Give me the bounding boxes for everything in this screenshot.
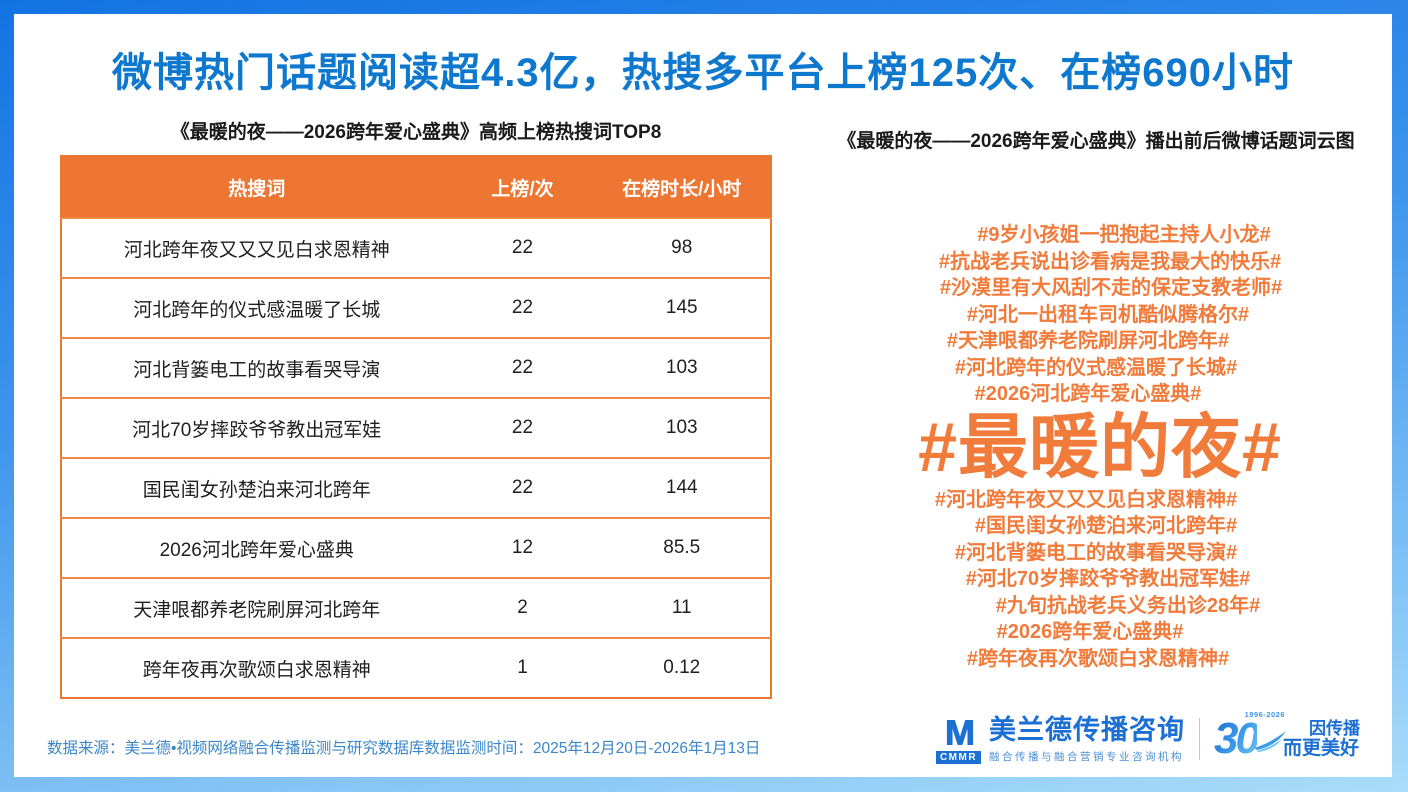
company-logo: M CMMR 美兰德传播咨询 融合传播与融合营销专业咨询机构 (935, 711, 1185, 764)
wordcloud-term: #2026跨年爱心盛典# (996, 621, 1184, 643)
cell-times: 1 (451, 637, 594, 698)
wordcloud-main-term: #最暖的夜# (918, 407, 1282, 486)
wordcloud-top-group: #9岁小孩姐一把抱起主持人小龙# #抗战老兵说出诊看病是我最大的快乐# #沙漠里… (830, 222, 1362, 408)
cell-hours: 145 (593, 277, 771, 338)
company-name: 美兰德传播咨询 (989, 714, 1186, 745)
cell-term: 河北跨年夜又又又见白求恩精神 (61, 217, 452, 278)
wordcloud-bottom-group: #河北跨年夜又又又见白求恩精神# #国民闺女孙楚泊来河北跨年# #河北背篓电工的… (830, 487, 1362, 673)
data-source-note: 数据来源：美兰德•视频网络融合传播监测与研究数据库数据监测时间：2025年12月… (47, 740, 761, 757)
slogan-line2: 而更美好 (1283, 737, 1360, 759)
logo-divider (1199, 718, 1201, 760)
wordcloud-term: #河北跨年的仪式感温暖了长城# (954, 356, 1238, 379)
cell-hours: 85.5 (593, 517, 771, 578)
cmmr-badge: CMMR (935, 750, 982, 764)
cell-term: 河北背篓电工的故事看哭导演 (61, 337, 452, 398)
cell-hours: 0.12 (593, 637, 771, 698)
cell-hours: 98 (593, 217, 771, 278)
hot-search-table: 热搜词 上榜/次 在榜时长/小时 河北跨年夜又又又见白求恩精神 22 98 河北… (60, 155, 772, 699)
cell-term: 跨年夜再次歌颂白求恩精神 (61, 637, 452, 698)
cell-hours: 144 (593, 457, 771, 518)
slide-content: 微博热门话题阅读超4.3亿，热搜多平台上榜125次、在榜690小时 《最暖的夜—… (14, 14, 1392, 777)
cell-times: 22 (451, 337, 594, 398)
wordcloud-term: #国民闺女孙楚泊来河北跨年# (974, 515, 1238, 537)
wordcloud-term: #跨年夜再次歌颂白求恩精神# (966, 647, 1230, 670)
cell-term: 国民闺女孙楚泊来河北跨年 (61, 457, 452, 518)
wordcloud: #9岁小孩姐一把抱起主持人小龙# #抗战老兵说出诊看病是我最大的快乐# #沙漠里… (830, 222, 1362, 672)
header-times: 上榜/次 (451, 156, 594, 218)
cell-times: 22 (451, 397, 594, 458)
cell-times: 22 (451, 277, 594, 338)
table-row: 2026河北跨年爱心盛典 12 85.5 (61, 517, 771, 578)
cell-times: 22 (451, 217, 594, 278)
wordcloud-subtitle: 《最暖的夜——2026跨年爱心盛典》播出前后微博话题词云图 (837, 131, 1355, 152)
wordcloud-term: #河北70岁摔跤爷爷教出冠军娃# (965, 568, 1251, 590)
header-term: 热搜词 (61, 156, 452, 218)
table-row: 国民闺女孙楚泊来河北跨年 22 144 (61, 457, 771, 518)
slogan-line1: 因传播 (1309, 718, 1360, 738)
wordcloud-term: #沙漠里有大风刮不走的保定支教老师# (939, 277, 1283, 299)
cell-hours: 11 (593, 577, 771, 638)
table-row: 河北背篓电工的故事看哭导演 22 103 (61, 337, 771, 398)
anniversary-years: 1996-2026 (1244, 710, 1285, 719)
table-row: 跨年夜再次歌颂白求恩精神 1 0.12 (61, 637, 771, 698)
wordcloud-term: #河北背篓电工的故事看哭导演# (954, 541, 1238, 564)
cell-term: 2026河北跨年爱心盛典 (61, 517, 452, 578)
wordcloud-term: #九旬抗战老兵义务出诊28年# (995, 594, 1261, 617)
wing-icon (1253, 730, 1287, 757)
table-header: 热搜词 上榜/次 在榜时长/小时 (61, 156, 771, 218)
wordcloud-term: #河北跨年夜又又又见白求恩精神# (934, 488, 1238, 511)
table-row: 天津哏都养老院刷屏河北跨年 2 11 (61, 577, 771, 638)
cell-hours: 103 (593, 337, 771, 398)
cell-times: 12 (451, 517, 594, 578)
table-header-row: 热搜词 上榜/次 在榜时长/小时 (61, 156, 771, 218)
wordcloud-term: #9岁小孩姐一把抱起主持人小龙# (977, 224, 1271, 246)
wordcloud-term: #抗战老兵说出诊看病是我最大的快乐# (938, 250, 1282, 273)
footer-logos: M CMMR 美兰德传播咨询 融合传播与融合营销专业咨询机构 1996-2026… (935, 708, 1360, 770)
anniversary-number: 30 (1214, 714, 1260, 763)
m-logo: M CMMR (935, 711, 982, 764)
page-title: 微博热门话题阅读超4.3亿，热搜多平台上榜125次、在榜690小时 (111, 51, 1295, 95)
anniversary-logo: 1996-2026 30 因传播 而更美好 (1214, 710, 1360, 763)
company-tagline: 融合传播与融合营销专业咨询机构 (989, 750, 1185, 763)
wordcloud-term: #天津哏都养老院刷屏河北跨年# (946, 330, 1230, 352)
cell-times: 2 (451, 577, 594, 638)
wordcloud-term: #2026河北跨年爱心盛典# (974, 383, 1202, 405)
slogan: 因传播 而更美好 (1283, 719, 1360, 760)
cell-times: 22 (451, 457, 594, 518)
cell-term: 天津哏都养老院刷屏河北跨年 (61, 577, 452, 638)
cell-term: 河北70岁摔跤爷爷教出冠军娃 (61, 397, 452, 458)
company-name-block: 美兰德传播咨询 融合传播与融合营销专业咨询机构 (989, 715, 1185, 764)
anniversary-number-block: 1996-2026 30 (1214, 710, 1286, 763)
table-row: 河北70岁摔跤爷爷教出冠军娃 22 103 (61, 397, 771, 458)
table-subtitle: 《最暖的夜——2026跨年爱心盛典》高频上榜热搜词TOP8 (170, 122, 662, 143)
header-hours: 在榜时长/小时 (593, 156, 771, 218)
wordcloud-term: #河北一出租车司机酷似腾格尔# (966, 303, 1250, 326)
table-body: 河北跨年夜又又又见白求恩精神 22 98 河北跨年的仪式感温暖了长城 22 14… (61, 217, 771, 698)
table-row: 河北跨年夜又又又见白求恩精神 22 98 (61, 217, 771, 278)
cell-term: 河北跨年的仪式感温暖了长城 (61, 277, 452, 338)
table-row: 河北跨年的仪式感温暖了长城 22 145 (61, 277, 771, 338)
m-logo-icon: M (944, 711, 974, 753)
cell-hours: 103 (593, 397, 771, 458)
